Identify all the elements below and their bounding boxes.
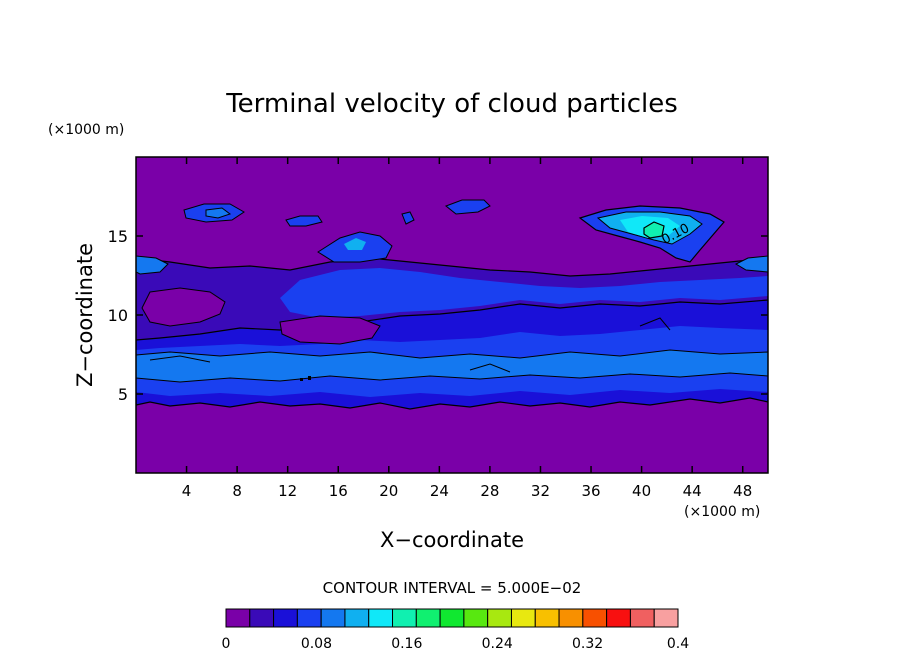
colorbar-swatch xyxy=(629,608,655,628)
cell-26 xyxy=(445,199,491,215)
y-axis-title: Z−coordinate xyxy=(73,243,97,387)
colorbar-swatch xyxy=(582,608,608,628)
colorbar-tick-label: 0.24 xyxy=(482,636,513,652)
colorbar-tick-label: 0.08 xyxy=(301,636,332,652)
colorbar-tick-label: 0.4 xyxy=(667,636,689,652)
colorbar-swatch xyxy=(415,608,441,628)
y-tick-label: 15 xyxy=(108,227,128,246)
colorbar-swatch xyxy=(606,608,631,628)
y-unit-label: (×1000 m) xyxy=(48,122,124,138)
y-tick-label: 10 xyxy=(108,306,128,325)
colorbar-swatch xyxy=(510,608,536,628)
x-tick-label: 20 xyxy=(379,482,398,500)
clear-pocket-1 xyxy=(141,287,226,327)
deck-upper-mid xyxy=(280,268,768,318)
band-low-inner xyxy=(136,349,768,383)
colorbar-swatch xyxy=(225,608,251,628)
cell-14 xyxy=(285,215,323,227)
lobe-right xyxy=(734,255,768,273)
colorbar-swatch xyxy=(558,608,584,628)
colorbar-swatch xyxy=(249,608,275,628)
colorbar-swatch xyxy=(653,608,679,628)
speckle-2 xyxy=(149,317,671,373)
colorbar: 0 0.08 0.16 0.24 0.32 0.4 xyxy=(222,608,689,652)
colorbar-swatch xyxy=(368,608,394,628)
colorbar-swatch xyxy=(296,608,322,628)
x-tick-label: 40 xyxy=(632,482,651,500)
plot-area: 0.10 xyxy=(135,156,769,474)
speckle-1 xyxy=(300,376,311,381)
colorbar-swatch xyxy=(463,608,489,628)
y-axis: 5 10 15 xyxy=(108,227,768,404)
x-tick-label: 8 xyxy=(232,482,242,500)
x-tick-label: 12 xyxy=(278,482,297,500)
x-tick-label: 16 xyxy=(329,482,348,500)
x-tick-label: 28 xyxy=(480,482,499,500)
cell-19-core xyxy=(344,238,366,250)
x-unit-label: (×1000 m) xyxy=(684,504,760,520)
lobe-left xyxy=(136,255,169,275)
y-tick-label: 5 xyxy=(118,385,128,404)
colorbar-tick-label: 0.32 xyxy=(572,636,603,652)
x-tick-label: 32 xyxy=(531,482,550,500)
colorbar-swatch xyxy=(392,608,417,628)
cell-7-core xyxy=(205,207,232,219)
contour-interval-note: CONTOUR INTERVAL = 5.000E−02 xyxy=(323,579,582,597)
x-tick-label: 36 xyxy=(581,482,600,500)
colorbar-tick-label: 0 xyxy=(222,636,231,652)
colorbar-swatch xyxy=(487,608,512,628)
colorbar-swatch xyxy=(439,608,465,628)
anvil-core xyxy=(643,221,665,239)
colorbar-swatch xyxy=(344,608,370,628)
colorbar-swatch xyxy=(273,608,298,628)
chart-title: Terminal velocity of cloud particles xyxy=(225,89,678,119)
cell-21 xyxy=(401,211,415,225)
x-tick-label: 4 xyxy=(182,482,192,500)
x-tick-label: 24 xyxy=(430,482,449,500)
clear-pocket-2 xyxy=(279,315,381,345)
x-tick-label: 44 xyxy=(683,482,702,500)
cloud-field xyxy=(136,199,768,410)
x-axis: 4 8 12 16 20 24 28 32 36 40 44 48 xyxy=(182,157,752,500)
x-axis-title: X−coordinate xyxy=(380,528,524,552)
colorbar-tick-label: 0.16 xyxy=(391,636,422,652)
colorbar-swatch xyxy=(534,608,560,628)
x-tick-label: 48 xyxy=(733,482,752,500)
colorbar-swatch xyxy=(320,608,346,628)
